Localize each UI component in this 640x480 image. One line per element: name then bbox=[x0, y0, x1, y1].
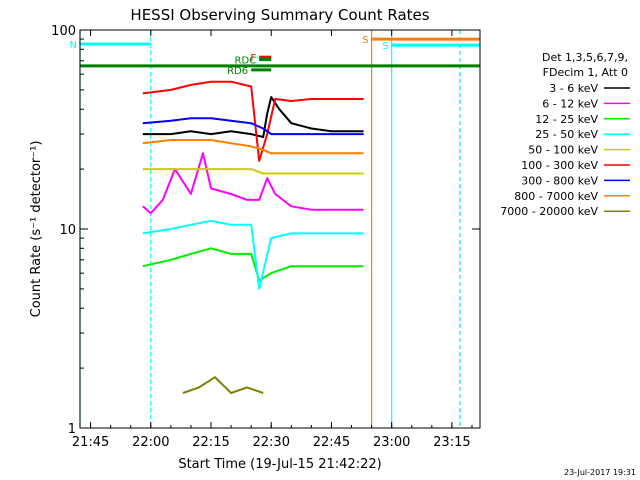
flag-label-1: S bbox=[362, 35, 368, 46]
legend-header-0: Det 1,3,5,6,7,9, bbox=[542, 51, 628, 64]
series-lines bbox=[142, 80, 364, 394]
series-line-3 bbox=[142, 219, 364, 290]
series-line-7 bbox=[142, 139, 364, 155]
x-tick-label-2: 22:15 bbox=[192, 435, 229, 450]
x-tick-label-4: 22:45 bbox=[313, 435, 350, 450]
x-axis-label: Start Time (19-Jul-15 21:42:22) bbox=[178, 457, 381, 472]
y-tick-label-1: 10 bbox=[59, 223, 76, 238]
x-tick-label-6: 23:15 bbox=[433, 435, 470, 450]
legend-label-6: 300 - 800 keV bbox=[521, 174, 598, 187]
legend-label-8: 7000 - 20000 keV bbox=[500, 205, 598, 218]
legend-label-0: 3 - 6 keV bbox=[549, 82, 598, 95]
series-line-4 bbox=[142, 168, 364, 175]
flag-label-5: RDC bbox=[235, 56, 257, 67]
series-line-2 bbox=[142, 247, 364, 282]
x-axis: 21:45 22:00 22:15 22:30 22:45 23:00 23:15 bbox=[72, 30, 473, 450]
x-tick-label-1: 22:00 bbox=[132, 435, 169, 450]
legend-label-3: 25 - 50 keV bbox=[535, 128, 598, 141]
legend-label-1: 6 - 12 keV bbox=[542, 97, 598, 110]
legend-label-2: 12 - 25 keV bbox=[535, 113, 598, 126]
series-line-6 bbox=[142, 117, 364, 136]
flag-label-2: S bbox=[382, 41, 388, 52]
flag-label-4: RD6 bbox=[227, 66, 248, 77]
y-tick-label-0: 1 bbox=[68, 422, 76, 437]
legend-label-4: 50 - 100 keV bbox=[528, 144, 598, 157]
y-tick-label-2: 100 bbox=[51, 24, 76, 39]
legend-label-7: 800 - 7000 keV bbox=[514, 190, 598, 203]
flag-label-3: F bbox=[250, 53, 256, 64]
plot-frame bbox=[79, 29, 481, 429]
observation-markers bbox=[79, 30, 461, 428]
legend-header-1: FDecim 1, Att 0 bbox=[543, 66, 628, 79]
y-axis-label: Count Rate (s⁻¹ detector⁻¹) bbox=[29, 141, 44, 318]
series-line-5 bbox=[142, 80, 364, 162]
x-tick-label-3: 22:30 bbox=[253, 435, 290, 450]
y-axis: 1 10 100 bbox=[51, 24, 480, 437]
x-tick-label-0: 21:45 bbox=[72, 435, 109, 450]
legend-label-5: 100 - 300 keV bbox=[521, 159, 598, 172]
series-line-0 bbox=[142, 96, 364, 138]
x-tick-label-5: 23:00 bbox=[373, 435, 410, 450]
flag-label-0: N bbox=[70, 40, 77, 51]
legend: Det 1,3,5,6,7,9, FDecim 1, Att 0 3 - 6 keV… bbox=[500, 51, 630, 218]
date-stamp: 23-Jul-2017 19:31 bbox=[564, 468, 636, 477]
series-line-1 bbox=[142, 152, 364, 215]
chart-title: HESSI Observing Summary Count Rates bbox=[130, 6, 429, 24]
series-line-8 bbox=[182, 376, 264, 394]
